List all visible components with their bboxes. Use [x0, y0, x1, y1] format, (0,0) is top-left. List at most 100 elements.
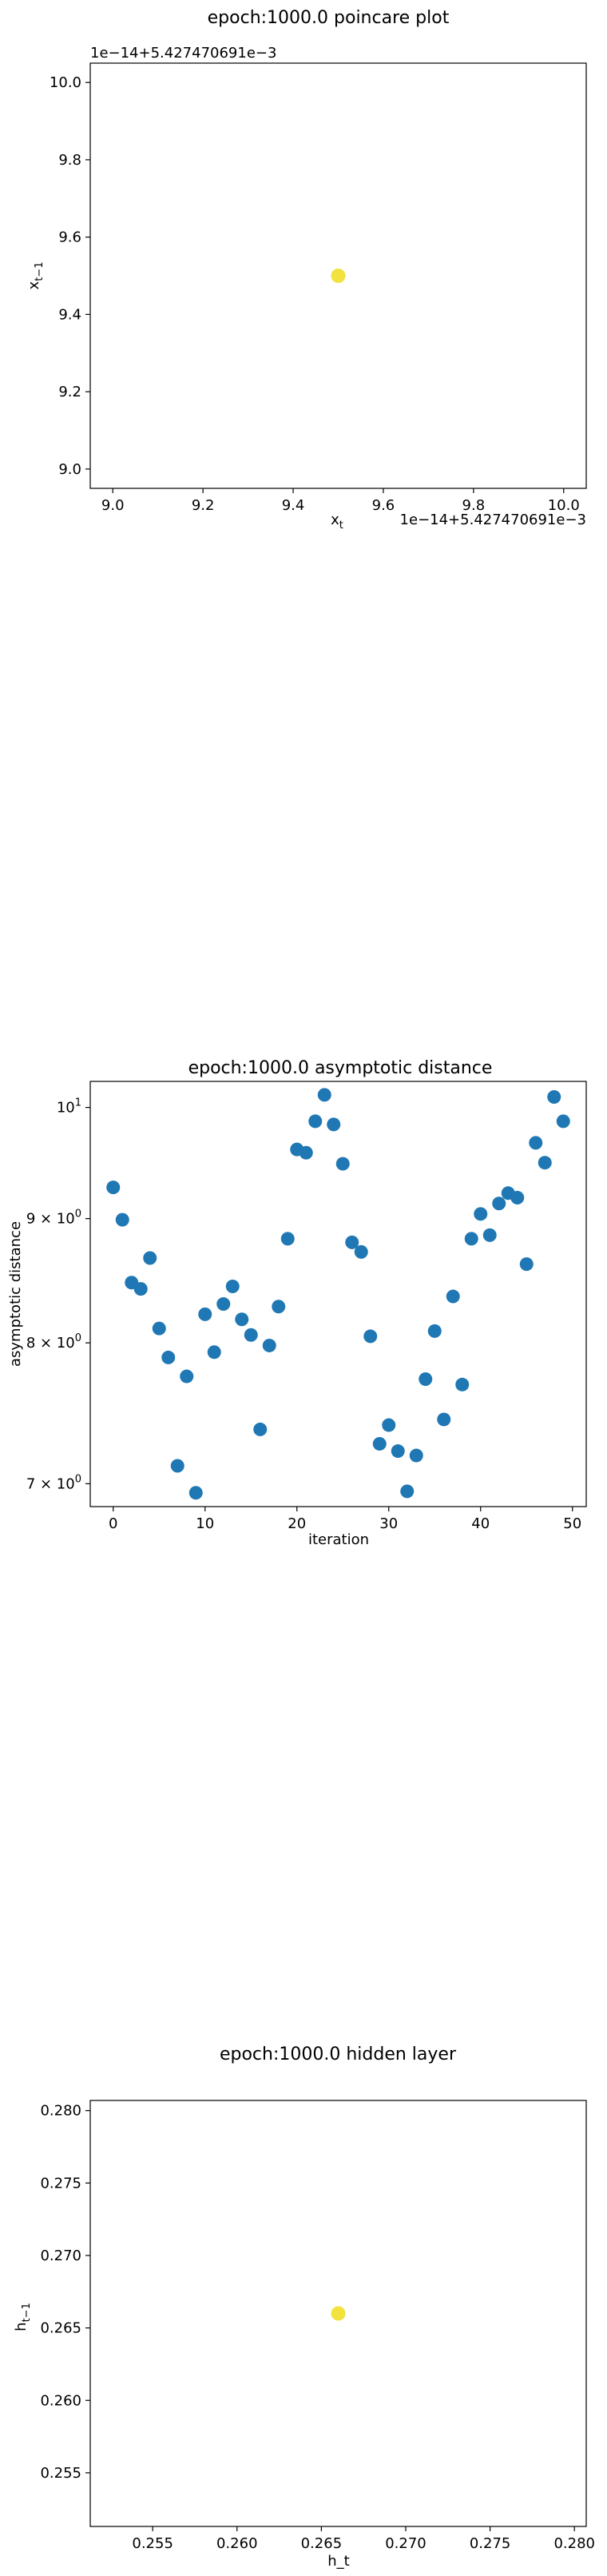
- data-point: [331, 2306, 346, 2321]
- chart-title: epoch:1000.0 asymptotic distance: [188, 1058, 493, 1078]
- y-offset-text: 1e−14+5.427470691e−3: [90, 45, 276, 62]
- x-tick-label: 0.275: [470, 2535, 511, 2552]
- data-point: [235, 1312, 249, 1327]
- data-point: [419, 1372, 433, 1386]
- x-tick-label: 10: [196, 1515, 214, 1532]
- x-tick-label: 0.255: [132, 2535, 173, 2552]
- chart-title: epoch:1000.0 hidden layer: [220, 2044, 457, 2064]
- data-point: [327, 1117, 341, 1132]
- x-tick-label: 0.270: [385, 2535, 426, 2552]
- y-tick-label: 7 × 100: [26, 1473, 81, 1492]
- hidden-layer-chart: epoch:1000.0 hidden layer 0.255 0.260 0.26…: [13, 2044, 595, 2570]
- x-axis-ticks: 0.255 0.260 0.265 0.270 0.275 0.280: [132, 2526, 595, 2552]
- y-axis-label: ht−1: [13, 2303, 33, 2331]
- y-tick-label: 10.0: [50, 74, 81, 91]
- data-point: [180, 1369, 194, 1384]
- data-points: [106, 1088, 570, 1500]
- y-tick-label: 9.0: [58, 461, 81, 478]
- poincare-chart: epoch:1000.0 poincare plot 1e−14+5.42747…: [26, 8, 587, 532]
- data-points: [331, 269, 346, 283]
- y-tick-label: 9.4: [58, 306, 81, 323]
- data-point: [299, 1145, 313, 1160]
- x-tick-label: 9.2: [192, 497, 215, 514]
- data-point: [547, 1089, 561, 1104]
- data-point: [427, 1324, 442, 1338]
- y-tick-label: 0.265: [40, 2320, 81, 2337]
- data-point: [335, 1157, 350, 1171]
- y-tick-label: 8 × 100: [26, 1332, 81, 1352]
- y-tick-label: 9.6: [58, 229, 81, 246]
- data-point: [345, 1235, 359, 1249]
- y-axis-ticks: 0.255 0.260 0.265 0.270 0.275 0.280: [40, 2103, 90, 2482]
- data-point: [482, 1228, 497, 1242]
- data-point: [161, 1350, 176, 1364]
- x-tick-label: 0.260: [216, 2535, 258, 2552]
- data-point: [556, 1114, 570, 1129]
- x-tick-label: 20: [288, 1515, 306, 1532]
- x-tick-label: 0.265: [301, 2535, 343, 2552]
- x-axis-ticks: 9.0 9.2 9.4 9.6 9.8 10.0: [101, 488, 580, 514]
- data-point: [216, 1297, 231, 1312]
- data-point: [207, 1345, 221, 1360]
- data-point: [133, 1282, 148, 1296]
- y-tick-label: 0.270: [40, 2248, 81, 2264]
- data-points: [331, 2306, 346, 2321]
- data-point: [492, 1196, 506, 1211]
- data-point: [354, 1244, 368, 1259]
- data-point: [400, 1484, 415, 1499]
- data-point: [253, 1422, 268, 1436]
- x-tick-label: 30: [379, 1515, 398, 1532]
- x-tick-label: 0.280: [553, 2535, 595, 2552]
- y-tick-label: 101: [57, 1097, 81, 1117]
- x-tick-label: 9.6: [372, 497, 395, 514]
- data-point: [331, 269, 346, 283]
- x-axis-ticks: 0 10 20 30 40 50: [109, 1507, 581, 1532]
- data-point: [170, 1459, 184, 1473]
- x-tick-label: 0: [109, 1515, 117, 1532]
- data-point: [115, 1212, 129, 1227]
- x-axis-label: iteration: [308, 1531, 369, 1548]
- y-tick-label: 0.255: [40, 2465, 81, 2482]
- data-point: [519, 1257, 534, 1272]
- x-tick-label: 9.8: [462, 497, 486, 514]
- data-point: [391, 1444, 405, 1459]
- plot-frame: [89, 1081, 587, 1507]
- y-axis-ticks: 7 × 100 8 × 100 9 × 100 101: [26, 1097, 90, 1492]
- x-tick-label: 40: [471, 1515, 490, 1532]
- data-point: [308, 1114, 323, 1129]
- data-point: [106, 1181, 121, 1195]
- y-axis-ticks: 9.0 9.2 9.4 9.6 9.8 10.0: [50, 74, 90, 478]
- asymptotic-distance-chart: epoch:1000.0 asymptotic distance 7 × 100…: [7, 1058, 587, 1548]
- x-offset-text: 1e−14+5.427470691e−3: [400, 512, 586, 528]
- x-tick-label: 9.4: [282, 497, 305, 514]
- data-point: [437, 1412, 451, 1427]
- y-tick-label: 9.2: [58, 384, 81, 400]
- data-point: [280, 1232, 295, 1246]
- data-point: [262, 1338, 276, 1352]
- data-point: [272, 1300, 286, 1314]
- data-point: [363, 1329, 378, 1344]
- y-tick-label: 9.8: [58, 152, 81, 169]
- data-point: [372, 1436, 387, 1451]
- data-point: [529, 1136, 543, 1150]
- x-tick-label: 9.0: [101, 497, 125, 514]
- data-point: [188, 1486, 203, 1500]
- data-point: [198, 1307, 212, 1321]
- data-point: [317, 1088, 331, 1102]
- x-axis-label: h_t: [327, 2553, 349, 2570]
- plot-frame: [89, 2100, 587, 2527]
- chart-title: epoch:1000.0 poincare plot: [208, 8, 450, 28]
- data-point: [538, 1156, 552, 1170]
- data-point: [446, 1289, 460, 1304]
- y-tick-label: 0.275: [40, 2175, 81, 2192]
- data-point: [409, 1448, 423, 1463]
- data-point: [225, 1279, 240, 1293]
- x-axis-label: xt: [331, 512, 343, 532]
- x-tick-label: 10.0: [548, 497, 580, 514]
- x-tick-label: 50: [563, 1515, 581, 1532]
- y-tick-label: 0.280: [40, 2103, 81, 2120]
- data-point: [382, 1418, 396, 1432]
- data-point: [152, 1321, 166, 1336]
- data-point: [464, 1232, 478, 1246]
